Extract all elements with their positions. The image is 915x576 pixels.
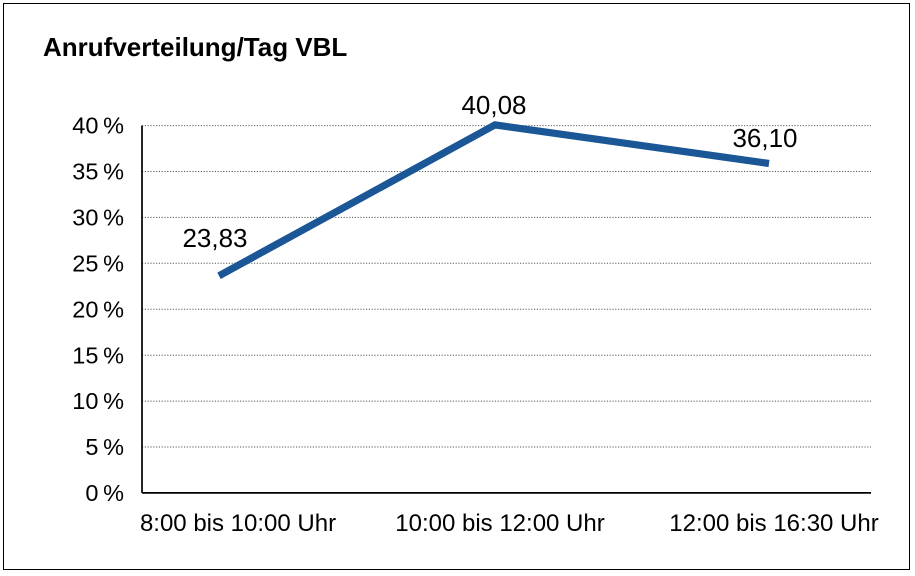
svg-text:10 %: 10 %: [72, 388, 124, 414]
svg-text:40 %: 40 %: [72, 113, 124, 139]
svg-text:40,08: 40,08: [461, 90, 526, 120]
svg-text:25 %: 25 %: [72, 250, 124, 276]
svg-text:8:00 bis 10:00 Uhr: 8:00 bis 10:00 Uhr: [140, 510, 336, 537]
svg-text:15 %: 15 %: [72, 342, 124, 368]
svg-text:0 %: 0 %: [85, 480, 124, 506]
svg-text:23,83: 23,83: [182, 223, 247, 253]
svg-text:12:00 bis 16:30 Uhr: 12:00 bis 16:30 Uhr: [669, 510, 878, 537]
svg-text:30 %: 30 %: [72, 205, 124, 231]
svg-text:10:00 bis 12:00 Uhr: 10:00 bis 12:00 Uhr: [395, 510, 604, 537]
svg-text:36,10: 36,10: [732, 123, 797, 153]
svg-text:35 %: 35 %: [72, 159, 124, 185]
svg-text:20 %: 20 %: [72, 296, 124, 322]
svg-text:5 %: 5 %: [85, 434, 124, 460]
